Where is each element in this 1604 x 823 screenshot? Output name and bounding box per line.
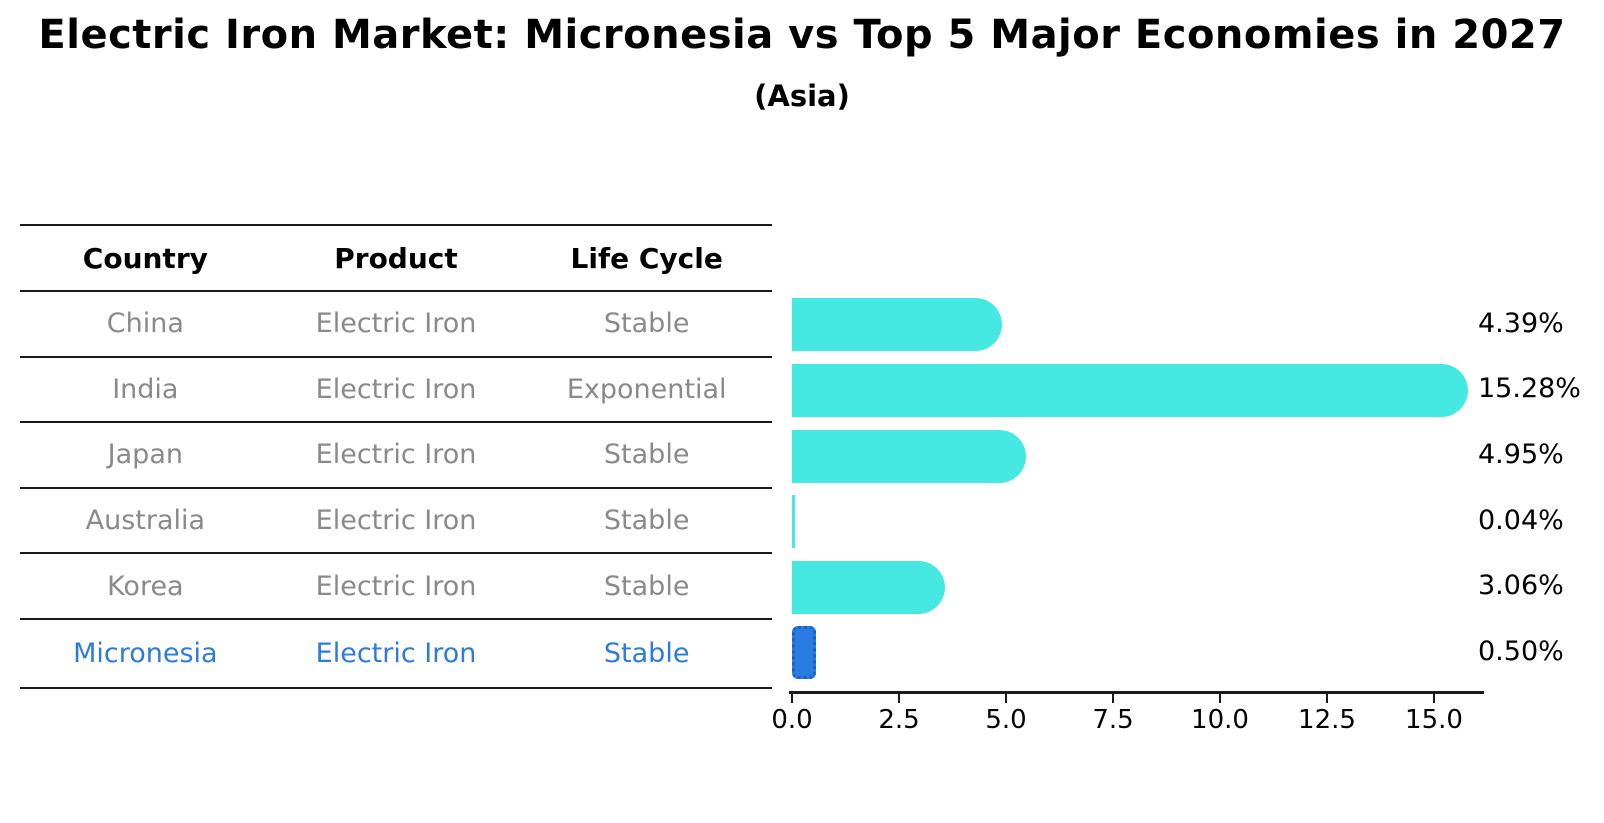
cell-life-cycle: Stable <box>603 439 690 471</box>
cell-product: Electric Iron <box>315 637 477 669</box>
x-axis-tick <box>1112 694 1114 703</box>
x-axis-tick <box>1433 694 1435 703</box>
value-label: 15.28% <box>1478 373 1581 405</box>
cell-country: Korea <box>107 570 184 602</box>
bar-micronesia <box>792 626 817 680</box>
x-tick-label: 10.0 <box>1191 705 1249 735</box>
cell-life-cycle: Stable <box>603 505 690 537</box>
x-tick-label: 2.5 <box>878 705 920 735</box>
cell-life-cycle: Exponential <box>566 373 727 405</box>
bar-japan <box>792 429 1026 483</box>
col-header-country: Country <box>82 241 208 275</box>
table-row: India Electric Iron Exponential <box>20 358 772 424</box>
cell-life-cycle: Stable <box>603 308 690 340</box>
x-axis-tick <box>791 694 793 703</box>
value-label: 0.04% <box>1478 504 1564 536</box>
table-row: Micronesia Electric Iron Stable <box>20 620 772 689</box>
table-row: Australia Electric Iron Stable <box>20 489 772 555</box>
table-row: Japan Electric Iron Stable <box>20 423 772 489</box>
value-label: 4.39% <box>1478 307 1564 339</box>
x-axis-tick <box>898 694 900 703</box>
value-label: 3.06% <box>1478 570 1564 602</box>
table-row: China Electric Iron Stable <box>20 292 772 358</box>
col-header-product: Product <box>334 241 458 275</box>
x-tick-label: 15.0 <box>1405 705 1463 735</box>
cell-country: China <box>106 308 184 340</box>
cell-product: Electric Iron <box>315 308 477 340</box>
cell-country: Australia <box>85 505 206 537</box>
value-label: 0.50% <box>1478 635 1564 667</box>
bar-china <box>792 298 1002 352</box>
table-header-row: Country Product Life Cycle <box>20 224 772 292</box>
cell-life-cycle: Stable <box>603 637 690 669</box>
chart-title: Electric Iron Market: Micronesia vs Top … <box>38 12 1566 58</box>
x-axis-tick <box>1326 694 1328 703</box>
chart-subtitle: (Asia) <box>754 79 850 113</box>
cell-country: Micronesia <box>73 637 218 669</box>
col-header-life-cycle: Life Cycle <box>570 241 723 275</box>
cell-country: Japan <box>107 439 183 471</box>
cell-country: India <box>112 373 179 405</box>
x-axis-line <box>789 691 1484 694</box>
x-tick-label: 5.0 <box>985 705 1027 735</box>
cell-product: Electric Iron <box>315 505 477 537</box>
cell-life-cycle: Stable <box>603 570 690 602</box>
data-table: Country Product Life Cycle China Electric… <box>20 224 772 689</box>
table-body: China Electric Iron Stable India Electric Ir… <box>20 292 772 689</box>
value-label: 4.95% <box>1478 439 1564 470</box>
bar-australia <box>792 495 795 549</box>
bar-korea <box>792 560 945 614</box>
cell-product: Electric Iron <box>315 570 477 602</box>
x-tick-label: 7.5 <box>1092 705 1134 735</box>
x-tick-label: 0.0 <box>771 705 813 735</box>
cell-product: Electric Iron <box>315 439 477 471</box>
x-axis-tick <box>1219 694 1221 703</box>
bar-india <box>792 363 1468 417</box>
table-row: Korea Electric Iron Stable <box>20 554 772 620</box>
x-tick-label: 12.5 <box>1298 705 1356 735</box>
cell-product: Electric Iron <box>315 373 477 405</box>
x-axis-tick <box>1005 694 1007 703</box>
